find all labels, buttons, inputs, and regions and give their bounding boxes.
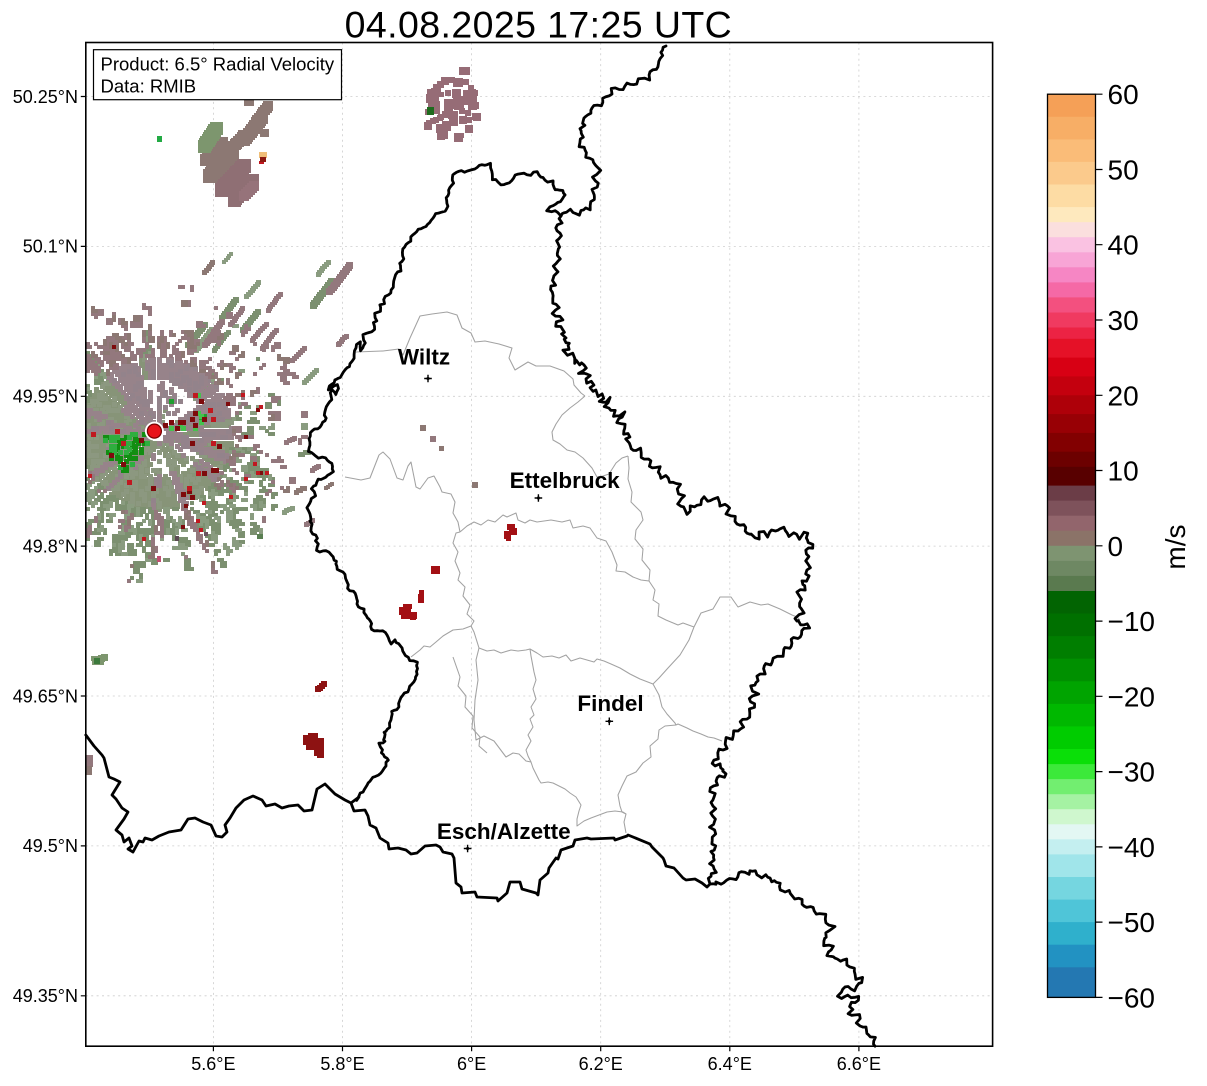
svg-text:49.95°N: 49.95°N [13,387,78,407]
svg-text:6.6°E: 6.6°E [837,1054,881,1074]
svg-text:40: 40 [1108,230,1139,261]
svg-text:49.5°N: 49.5°N [23,836,78,856]
svg-text:04.08.2025 17:25 UTC: 04.08.2025 17:25 UTC [345,4,732,46]
svg-text:5.8°E: 5.8°E [320,1054,364,1074]
svg-text:Findel: Findel [577,691,643,716]
svg-text:49.35°N: 49.35°N [13,986,78,1006]
svg-text:0: 0 [1108,531,1124,562]
svg-text:m/s: m/s [1160,524,1191,569]
svg-text:10: 10 [1108,456,1139,487]
svg-text:6.4°E: 6.4°E [708,1054,752,1074]
svg-text:50.1°N: 50.1°N [23,237,78,257]
svg-text:6°E: 6°E [457,1054,486,1074]
svg-text:Wiltz: Wiltz [398,345,450,370]
svg-text:−30: −30 [1108,757,1156,788]
svg-text:Product: 6.5° Radial Velocity: Product: 6.5° Radial Velocity [101,54,335,75]
svg-text:30: 30 [1108,305,1139,336]
svg-text:49.8°N: 49.8°N [23,536,78,556]
svg-text:50.25°N: 50.25°N [13,87,78,107]
svg-text:5.6°E: 5.6°E [191,1054,235,1074]
svg-text:50: 50 [1108,155,1139,186]
svg-text:49.65°N: 49.65°N [13,686,78,706]
svg-text:−40: −40 [1108,832,1156,863]
svg-text:−10: −10 [1108,606,1156,637]
svg-text:−60: −60 [1108,982,1156,1013]
svg-text:6.2°E: 6.2°E [579,1054,623,1074]
svg-text:Esch/Alzette: Esch/Alzette [437,819,571,844]
svg-text:Ettelbruck: Ettelbruck [510,468,621,493]
svg-text:−50: −50 [1108,907,1156,938]
svg-text:20: 20 [1108,380,1139,411]
svg-text:60: 60 [1108,79,1139,110]
svg-text:−20: −20 [1108,681,1156,712]
svg-text:Data: RMIB: Data: RMIB [101,76,197,97]
